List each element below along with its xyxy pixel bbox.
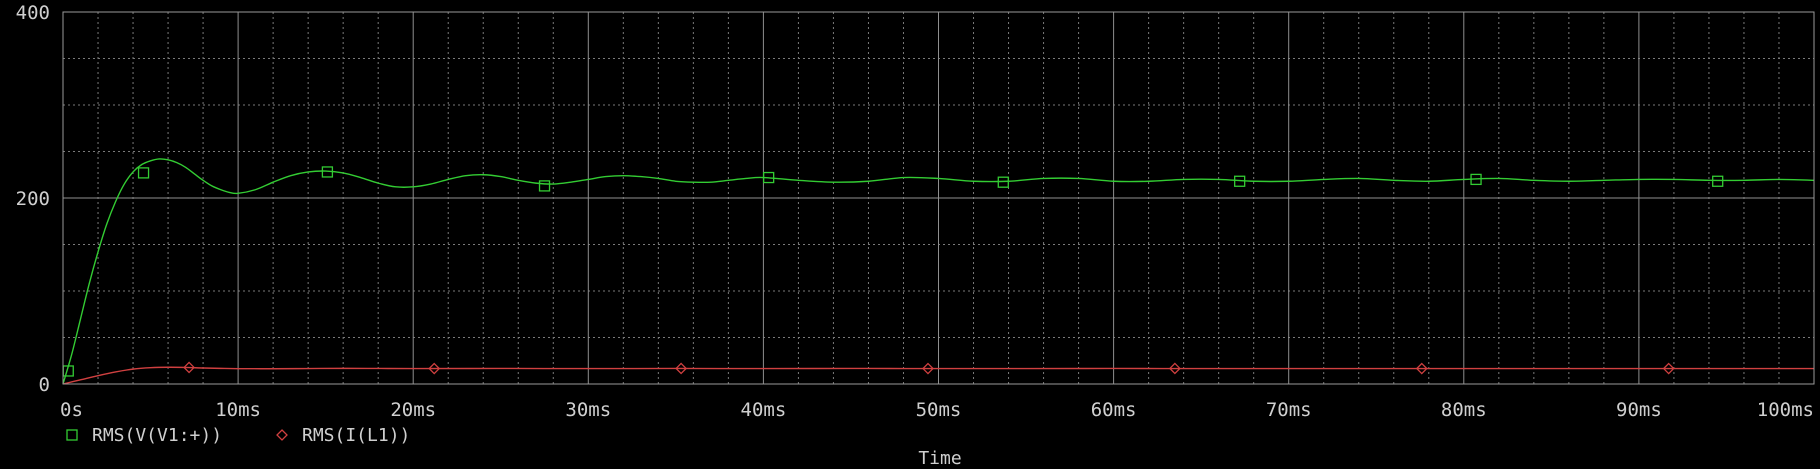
series-marker — [538, 180, 551, 192]
series-marker — [1662, 362, 1675, 375]
series-marker — [922, 362, 934, 375]
series-marker — [763, 171, 775, 184]
tick-labels: 0s 10ms 20ms 30ms 40ms 50ms 60ms 70ms 80ms 90ms 10… — [16, 2, 1814, 421]
y-tick-label: 200 — [16, 188, 50, 210]
series-marker — [997, 176, 1009, 188]
x-tick-label: 50ms — [916, 399, 962, 421]
legend-marker — [276, 429, 288, 441]
series-marker — [1234, 175, 1246, 187]
series-marker — [1168, 362, 1181, 375]
series-marker — [1470, 173, 1482, 186]
series-line — [62, 158, 1815, 385]
legend-marker — [66, 429, 78, 441]
series-marker — [1712, 175, 1724, 187]
series-marker — [675, 362, 688, 375]
x-tick-label: 70ms — [1266, 399, 1312, 421]
x-tick-label: 90ms — [1616, 399, 1662, 421]
x-tick-label: 40ms — [741, 399, 787, 421]
legend-entry[interactable]: RMS(V(V1:+)) — [66, 425, 222, 446]
y-tick-label: 400 — [16, 2, 50, 24]
series-2 — [62, 361, 1814, 385]
grid-lines — [63, 12, 1814, 384]
legend-label: RMS(V(V1:+)) — [92, 425, 222, 446]
plot-frame — [62, 11, 1815, 385]
series-1 — [62, 158, 1815, 385]
legend-entry[interactable]: RMS(I(L1)) — [276, 425, 410, 446]
series-line — [62, 366, 1814, 385]
x-tick-label: 80ms — [1441, 399, 1487, 421]
x-axis-label: Time — [918, 448, 961, 469]
series-layer — [62, 158, 1815, 385]
x-tick-label: 20ms — [390, 399, 436, 421]
x-tick-label: 10ms — [215, 399, 261, 421]
series-marker — [321, 166, 334, 178]
legend[interactable]: RMS(V(V1:+)) RMS(I(L1)) — [66, 425, 410, 446]
series-marker — [137, 167, 150, 179]
x-tick-label: 0s — [60, 399, 83, 421]
x-tick-label: 100ms — [1757, 399, 1814, 421]
legend-label: RMS(I(L1)) — [302, 425, 410, 446]
series-marker — [183, 361, 195, 374]
series-marker — [1415, 362, 1428, 375]
series-marker — [428, 362, 441, 375]
x-tick-label: 30ms — [565, 399, 611, 421]
y-tick-label: 0 — [39, 374, 50, 396]
x-tick-label: 60ms — [1091, 399, 1137, 421]
